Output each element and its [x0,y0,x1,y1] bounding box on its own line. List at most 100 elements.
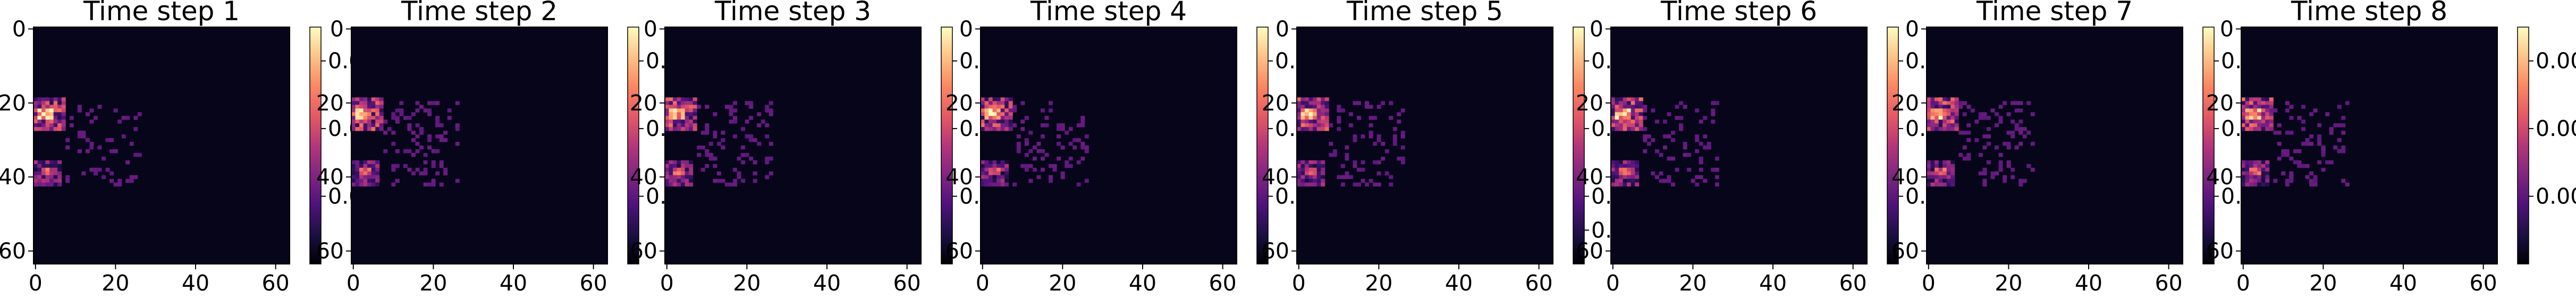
heatmap-cell [1938,101,1943,105]
heatmap-cell [705,127,710,131]
heatmap-cell [2257,108,2262,113]
heatmap-cell [1316,160,1321,165]
heatmap-cell [1982,167,1987,172]
heatmap-cell [1998,167,2003,172]
heatmap-cell [677,171,681,176]
heatmap-cell [2011,167,2015,172]
heatmap-cell [1986,134,1991,139]
heatmap-cell [737,175,741,180]
heatmap-cell [677,101,681,105]
heatmap-cell [1049,108,1053,113]
heatmap-cell [375,116,380,120]
heatmap-cell [1361,178,1365,183]
heatmap-cell [375,119,380,124]
heatmap-cell [1373,182,1378,187]
heatmap-cell [1365,182,1370,187]
heatmap-cell [427,112,432,116]
heatmap-cell [1615,175,1619,180]
heatmap-cell [2253,101,2258,105]
heatmap-cell [49,178,54,183]
heatmap-cell [2249,178,2254,183]
heatmap-cell [2245,160,2250,165]
heatmap-cell [415,142,420,146]
heatmap-cell [673,112,678,116]
heatmap-cell [1321,105,1325,109]
heatmap-cell [431,101,436,105]
heatmap-cell [351,182,356,187]
heatmap-cell [1305,178,1310,183]
x-tick-label: 0 [976,270,990,296]
heatmap-cell [689,108,694,113]
heatmap-cell [375,127,380,131]
heatmap-cell [1297,178,1302,183]
heatmap-cell [383,131,388,135]
heatmap-cell [351,119,356,124]
heatmap-cell [713,178,717,183]
heatmap-cell [1978,112,1983,116]
heatmap-cell [1305,123,1310,127]
heatmap-cell [2325,112,2330,116]
heatmap-cell [2257,97,2262,101]
heatmap-cell [984,171,989,176]
heatmap-cell [1308,175,1313,180]
heatmap-cell [1000,171,1005,176]
heatmap-cell [1611,171,1616,176]
heatmap-cell [1942,108,1947,113]
heatmap-cell [1400,146,1405,150]
heatmap-cell [1938,105,1943,109]
heatmap-cell [49,167,54,172]
heatmap-cell [1324,123,1329,127]
heatmap-cell [2317,138,2322,142]
heatmap-cell [1950,97,1955,101]
heatmap-cell [1369,178,1373,183]
heatmap-cell [403,116,408,120]
heatmap-cell [57,178,62,183]
heatmap-cell [109,149,114,153]
heatmap-cell [2297,149,2302,153]
heatmap-cell [989,160,993,165]
heatmap-cell [1611,127,1616,131]
heatmap-cell [379,105,384,109]
heatmap-cell [757,112,762,116]
heatmap-cell [407,127,412,131]
heatmap-cell [1990,171,1995,176]
heatmap-cell [721,131,725,135]
heatmap-cell [1986,160,1991,165]
heatmap-cell [1623,112,1627,116]
heatmap-cell [2245,116,2250,120]
heatmap-cell [371,112,376,116]
heatmap-cell [133,116,138,120]
heatmap-cell [57,182,62,187]
heatmap-cell [2265,160,2270,165]
y-tick-label: 20 [1576,90,1603,116]
heatmap-cell [996,182,1001,187]
heatmap-cell [61,123,66,127]
heatmap-cell [53,123,58,127]
heatmap-cell [1365,105,1370,109]
heatmap-cell [1958,152,1963,157]
heatmap-cell [1935,164,1939,168]
heatmap-cell [33,160,38,165]
heatmap-cell [359,116,364,120]
heatmap-cell [2289,171,2294,176]
heatmap-cell [1340,164,1345,168]
heatmap-cell [1020,164,1025,168]
heatmap-cell [37,105,42,109]
heatmap-cell [681,182,686,187]
heatmap-cell [1348,112,1353,116]
heatmap-cell [33,116,38,120]
heatmap-cell [2313,175,2318,180]
heatmap-cell [741,152,746,157]
heatmap-cell [33,167,38,172]
heatmap-cell [57,171,62,176]
heatmap-cell [53,116,58,120]
heatmap-cell [2285,152,2290,157]
heatmap-cell [1930,97,1935,101]
y-tick-label: 40 [1891,164,1919,190]
heatmap-cell [1619,112,1624,116]
heatmap-cell [1297,127,1302,131]
heatmap-cell [41,182,46,187]
heatmap-cell [1381,142,1386,146]
heatmap-cell [2289,175,2294,180]
heatmap-cell [677,127,681,131]
